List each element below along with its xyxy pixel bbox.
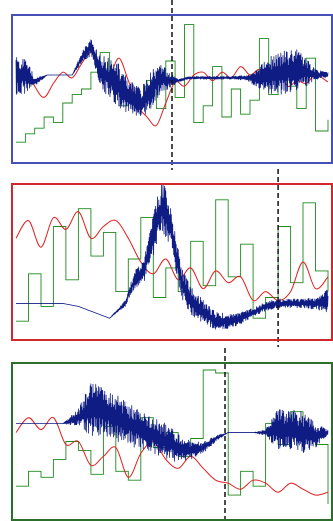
- panel-frame: [11, 183, 333, 341]
- chart-panel-3: [11, 348, 333, 521]
- series-line-step: [16, 24, 329, 143]
- series-line-noisy: [15, 383, 329, 462]
- panel-frame: [11, 14, 333, 164]
- series-line-smooth: [15, 416, 329, 496]
- series-line-noisy: [15, 184, 329, 330]
- chart-panel-2: [11, 169, 333, 347]
- plot-area: [15, 184, 329, 330]
- plot-area: [15, 369, 329, 505]
- panel-frame: [11, 362, 333, 521]
- chart-panel-1: [11, 0, 333, 170]
